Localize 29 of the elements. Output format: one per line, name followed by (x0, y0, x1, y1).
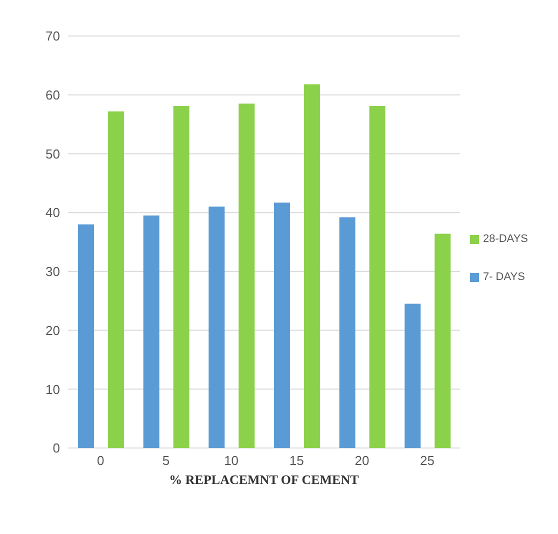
legend-label: 7- DAYS (482, 271, 525, 283)
x-tick-label: 0 (97, 453, 104, 468)
bar (108, 111, 124, 448)
y-tick-label: 40 (46, 205, 60, 220)
bar (404, 304, 421, 448)
bar (208, 206, 225, 448)
bar (238, 104, 255, 448)
bar (78, 224, 94, 448)
x-tick-label: 15 (289, 453, 304, 468)
bar (143, 216, 160, 448)
bar (434, 234, 451, 448)
bar (274, 202, 290, 448)
y-tick-label: 20 (46, 322, 60, 338)
y-tick-label: 30 (46, 264, 60, 280)
legend-label: 28-DAYS (482, 233, 528, 245)
y-tick-label: 50 (46, 146, 60, 162)
y-tick-label: 0 (52, 440, 60, 456)
x-tick-label: 25 (420, 453, 435, 468)
x-tick-label: 20 (354, 453, 370, 468)
bar (304, 84, 320, 448)
x-tick-label: 10 (224, 453, 239, 468)
bar (369, 106, 386, 448)
x-axis-title: % REPLACEMNT OF CEMENT (169, 472, 360, 487)
y-tick-label: 60 (46, 87, 60, 102)
y-tick-label: 10 (46, 382, 60, 397)
y-tick-label: 70 (46, 28, 60, 44)
bar (173, 106, 190, 448)
bar (339, 217, 356, 448)
x-tick-label: 5 (162, 453, 170, 468)
